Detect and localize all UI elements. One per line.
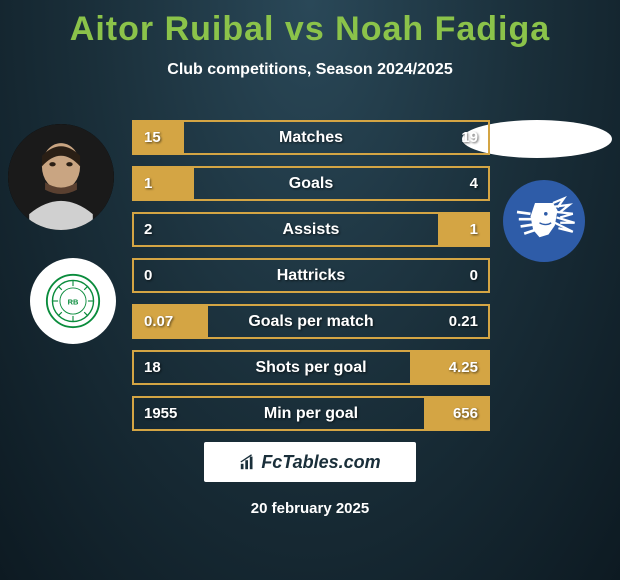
stat-row: 2Assists1 xyxy=(132,212,490,247)
stat-row: 1Goals4 xyxy=(132,166,490,201)
stat-right-value: 19 xyxy=(461,129,478,146)
stat-label: Assists xyxy=(134,221,488,239)
stat-right-value: 1 xyxy=(470,221,478,238)
stat-right-value: 0 xyxy=(470,267,478,284)
chart-icon xyxy=(239,453,257,471)
page-subtitle: Club competitions, Season 2024/2025 xyxy=(0,61,620,79)
team-right-logo xyxy=(503,180,585,262)
stat-row: 0.07Goals per match0.21 xyxy=(132,304,490,339)
stat-label: Goals per match xyxy=(134,313,488,331)
stat-label: Shots per goal xyxy=(134,359,488,377)
svg-text:RB: RB xyxy=(68,298,79,307)
stat-right-value: 4 xyxy=(470,175,478,192)
stat-row: 18Shots per goal4.25 xyxy=(132,350,490,385)
player-left-photo xyxy=(8,124,114,230)
fctables-label: FcTables.com xyxy=(261,452,380,473)
stat-row: 1955Min per goal656 xyxy=(132,396,490,431)
date-label: 20 february 2025 xyxy=(0,500,620,517)
stat-row: 15Matches19 xyxy=(132,120,490,155)
stat-row: 0Hattricks0 xyxy=(132,258,490,293)
stat-label: Matches xyxy=(134,129,488,147)
stat-right-value: 656 xyxy=(453,405,478,422)
stat-right-value: 4.25 xyxy=(449,359,478,376)
stat-label: Hattricks xyxy=(134,267,488,285)
page-title: Aitor Ruibal vs Noah Fadiga xyxy=(0,0,620,49)
stat-label: Goals xyxy=(134,175,488,193)
team-left-logo: RB xyxy=(30,258,116,344)
stats-bars: 15Matches191Goals42Assists10Hattricks00.… xyxy=(132,120,490,442)
fctables-badge: FcTables.com xyxy=(204,442,416,482)
stat-label: Min per goal xyxy=(134,405,488,423)
stat-right-value: 0.21 xyxy=(449,313,478,330)
